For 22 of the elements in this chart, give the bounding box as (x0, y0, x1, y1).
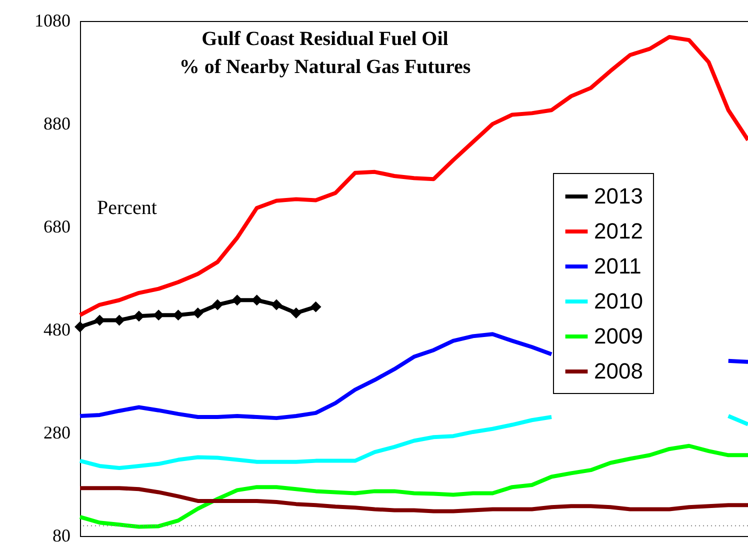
legend-label: 2009 (594, 324, 643, 348)
point (290, 308, 302, 318)
y-tick-label: 480 (44, 320, 70, 340)
legend-label: 2013 (594, 184, 643, 208)
y-tick-label: 1080 (34, 10, 70, 30)
annotation: Percent (97, 197, 158, 219)
y-tick-label: 880 (44, 114, 70, 134)
point (212, 299, 224, 310)
legend-label: 2012 (594, 218, 643, 244)
text: Gulf Coast Residual Fuel Oil % of Nearby Natural Gas Futures (179, 28, 471, 78)
point (133, 310, 144, 322)
y-tick-label: 680 (44, 216, 70, 236)
legend-label: 2008 (594, 358, 643, 384)
point (270, 299, 282, 310)
line-series (78, 486, 748, 514)
legend-label: 2010 (594, 288, 643, 314)
point (74, 321, 86, 332)
point (310, 301, 322, 312)
y-tick-label: 280 (44, 422, 70, 442)
y-tick-label: 80 (52, 526, 70, 546)
legend-label: 2011 (594, 254, 642, 278)
line-series (78, 444, 748, 529)
